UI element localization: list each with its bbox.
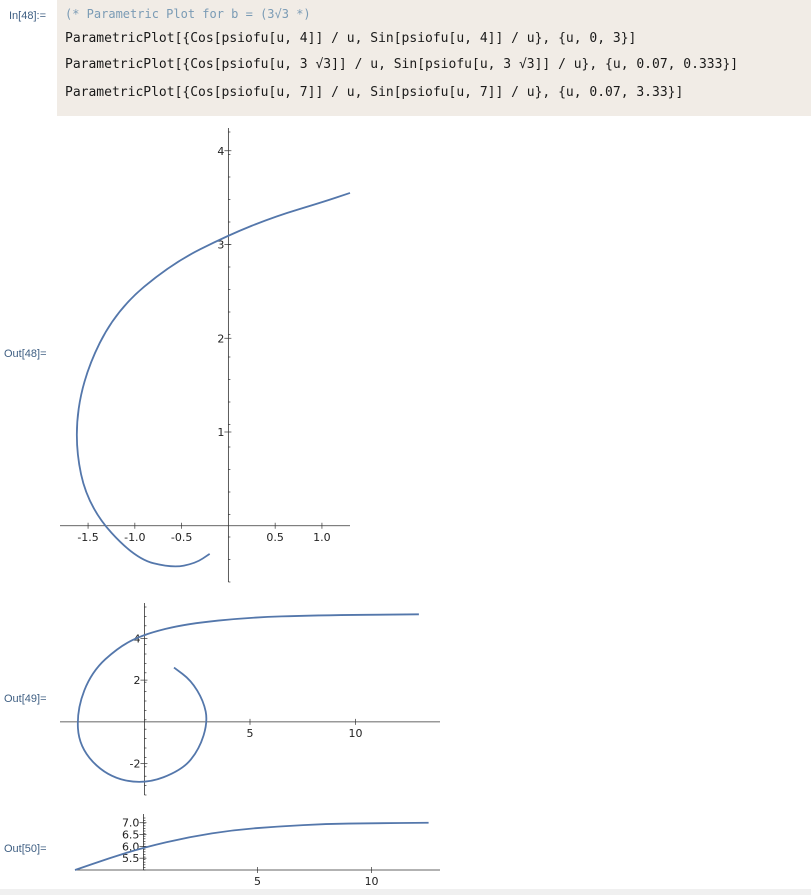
input-cell[interactable]: (* Parametric Plot for b = (3√3 *) Param…	[57, 0, 811, 116]
output-label-50: Out[50]=	[4, 843, 47, 855]
y-tick-label: 3	[217, 239, 224, 252]
parametric-curve	[74, 821, 429, 871]
input-cell-label: In[48]:=	[9, 10, 47, 22]
x-tick-label: 10	[365, 875, 379, 888]
x-tick-label: 10	[349, 727, 363, 740]
y-tick-label: 2	[133, 674, 140, 687]
code-line-3[interactable]: ParametricPlot[{Cos[psiofu[u, 7]] / u, S…	[65, 85, 684, 100]
code-line-1[interactable]: ParametricPlot[{Cos[psiofu[u, 4]] / u, S…	[65, 31, 637, 46]
y-tick-label: -2	[129, 758, 140, 771]
code-line-2[interactable]: ParametricPlot[{Cos[psiofu[u, 3 √3]] / u…	[65, 57, 739, 72]
comment-prefix: (* Parametric Plot for b =	[65, 7, 261, 21]
y-tick-label: 4	[217, 145, 224, 158]
x-tick-label: 1.0	[313, 531, 331, 544]
x-tick-label: -1.0	[124, 531, 145, 544]
y-tick-label: 2	[217, 332, 224, 345]
code-comment-line: (* Parametric Plot for b = (3√3 *)	[65, 7, 311, 22]
y-tick-label: 7.0	[122, 817, 140, 830]
parametric-plot-50[interactable]: 5 107.06.56.05.5	[74, 814, 440, 888]
x-tick-label: 5	[247, 727, 254, 740]
parametric-curve	[75, 192, 351, 568]
parametric-curve	[76, 613, 419, 783]
x-tick-label: 5	[254, 875, 261, 888]
comment-b-value: (3	[260, 7, 275, 21]
output-label-48: Out[48]=	[4, 348, 47, 360]
x-tick-label: 0.5	[266, 531, 284, 544]
bottom-scroll-bar	[0, 889, 811, 895]
comment-sqrt: √3	[274, 7, 289, 21]
parametric-plot-48[interactable]: -1.5 -1.0 -0.5 0.5 1.0 1 2 3 4	[60, 128, 351, 583]
y-tick-label: 5.5	[122, 852, 140, 865]
x-tick-label: -1.5	[77, 531, 98, 544]
comment-suffix: *)	[288, 7, 311, 21]
y-tick-label: 6.5	[122, 829, 140, 842]
x-tick-label: -0.5	[171, 531, 192, 544]
output-label-49: Out[49]=	[4, 693, 47, 705]
y-tick-label: 1	[217, 426, 224, 439]
